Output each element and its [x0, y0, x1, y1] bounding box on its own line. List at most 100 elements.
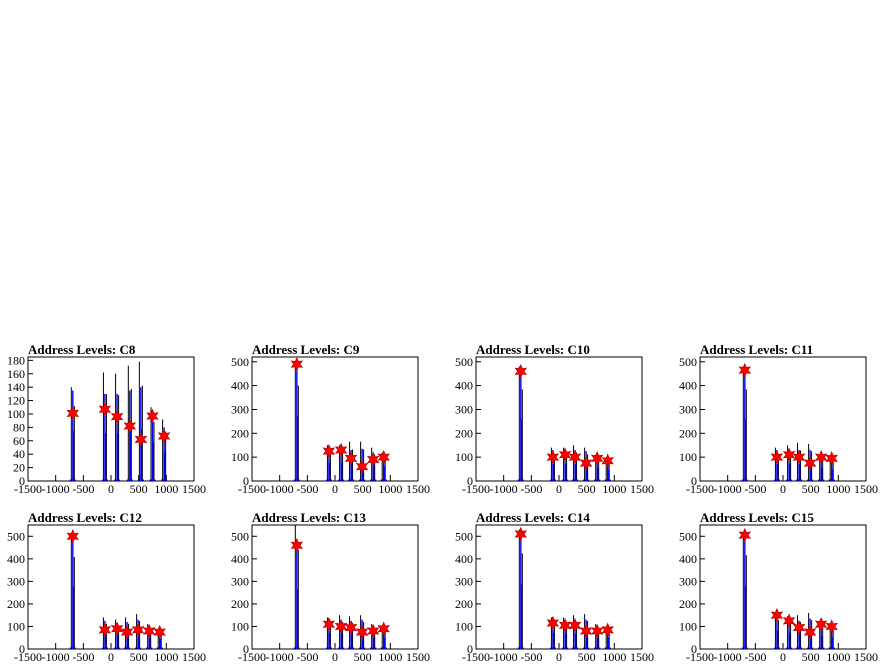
x-tick-label: -1000 [490, 482, 518, 496]
x-tick-label: -500 [520, 482, 542, 496]
y-tick-label: 400 [679, 552, 697, 566]
x-tick-label: -500 [296, 482, 318, 496]
x-tick-label: 0 [556, 650, 562, 664]
plot-frame [251, 356, 419, 482]
x-tick-label: -1000 [490, 650, 518, 664]
plot-frame [699, 356, 867, 482]
y-tick-label: 500 [679, 355, 697, 369]
y-tick-label: 500 [231, 529, 249, 543]
peak-marker [738, 527, 752, 543]
y-tick-label: 0 [19, 474, 25, 488]
x-tick-label: 1500 [182, 482, 206, 496]
x-tick-label: 500 [802, 650, 820, 664]
peak-marker [142, 623, 156, 639]
y-tick-label: 400 [231, 552, 249, 566]
x-tick-label: 500 [130, 650, 148, 664]
peak-marker [120, 624, 134, 640]
peak-marker [134, 432, 148, 447]
chart-title: Address Levels: C14 [476, 510, 590, 525]
peak-marker [131, 622, 145, 638]
y-tick-label: 160 [7, 367, 25, 381]
x-tick-label: -1000 [266, 650, 294, 664]
x-tick-label: -1500 [686, 650, 714, 664]
x-tick-label: 1500 [630, 482, 654, 496]
y-tick-label: 0 [19, 642, 25, 656]
plot-frame [475, 524, 643, 650]
peak-marker [568, 449, 582, 465]
x-tick-label: 1000 [378, 650, 402, 664]
y-tick-label: 500 [455, 355, 473, 369]
x-tick-label: -500 [520, 650, 542, 664]
peak-marker [546, 615, 560, 631]
peak-marker [514, 364, 528, 379]
peak-marker [157, 428, 171, 444]
peak-marker [782, 613, 796, 629]
peak-marker [123, 418, 137, 434]
y-tick-label: 400 [7, 552, 25, 566]
chart-title: Address Levels: C8 [28, 342, 136, 357]
peak-marker [322, 443, 336, 459]
y-tick-label: 80 [13, 420, 25, 434]
peak-marker [814, 449, 828, 465]
peak-marker [792, 449, 806, 465]
chart-title: Address Levels: C9 [252, 342, 360, 357]
chart-panel: Address Levels: C10 0 100 200 300 400 500 -1500… [455, 342, 654, 496]
peak-marker [803, 455, 817, 471]
plot-frame [699, 524, 867, 650]
plot-frame [27, 524, 195, 650]
peak-marker [601, 453, 614, 468]
plot-frame [475, 356, 643, 482]
x-tick-label: 1000 [154, 482, 178, 496]
y-tick-label: 200 [231, 597, 249, 611]
y-tick-label: 100 [231, 450, 249, 464]
peak-marker [344, 620, 358, 635]
chart-panel: Address Levels: C90100200300400500-1500-… [231, 342, 430, 496]
peak-marker [98, 622, 112, 638]
x-tick-label: -500 [296, 650, 318, 664]
peak-marker [738, 362, 752, 378]
y-tick-label: 20 [13, 461, 25, 475]
x-tick-label: -1500 [462, 482, 490, 496]
x-tick-label: 0 [332, 650, 338, 664]
y-tick-label: 100 [455, 450, 473, 464]
x-tick-label: 0 [556, 482, 562, 496]
peak-marker [344, 451, 358, 466]
y-tick-label: 0 [243, 474, 249, 488]
peak-marker [355, 624, 369, 640]
x-tick-label: -1000 [266, 482, 294, 496]
y-tick-label: 100 [679, 619, 697, 633]
chart-title: Address Levels: C13 [252, 510, 366, 525]
chart-panel: Address Levels: C11 0 100 200 300 400 500 -1500… [679, 342, 878, 496]
x-tick-label: 1500 [406, 482, 430, 496]
y-tick-label: 200 [7, 597, 25, 611]
x-tick-label: -1000 [714, 650, 742, 664]
peak-marker [66, 529, 80, 544]
y-tick-label: 40 [13, 447, 25, 461]
peak-marker [146, 408, 159, 424]
y-tick-label: 100 [455, 619, 473, 633]
x-tick-label: 0 [108, 482, 114, 496]
x-tick-label: -1500 [238, 650, 266, 664]
y-tick-label: 0 [243, 642, 249, 656]
y-tick-label: 180 [7, 353, 25, 367]
chart-title: Address Levels: C12 [28, 510, 142, 525]
x-tick-label: -1000 [42, 650, 70, 664]
y-tick-label: 300 [679, 574, 697, 588]
x-tick-label: 1500 [182, 650, 206, 664]
chart-panel: Address Levels: C80204060801001201401601… [7, 342, 206, 496]
x-tick-label: 0 [108, 650, 114, 664]
y-tick-label: 0 [691, 474, 697, 488]
y-tick-label: 200 [231, 426, 249, 440]
y-tick-label: 100 [7, 407, 25, 421]
peak-marker [322, 616, 336, 632]
peak-marker [110, 621, 124, 636]
y-tick-label: 0 [467, 474, 473, 488]
x-tick-label: 500 [578, 482, 596, 496]
chart-title: Address Levels: C10 [476, 342, 590, 357]
y-tick-label: 300 [455, 402, 473, 416]
peak-marker [377, 449, 390, 465]
y-tick-label: 100 [7, 619, 25, 633]
peak-marker [514, 526, 528, 542]
y-tick-label: 300 [679, 402, 697, 416]
x-tick-label: -1500 [14, 482, 42, 496]
